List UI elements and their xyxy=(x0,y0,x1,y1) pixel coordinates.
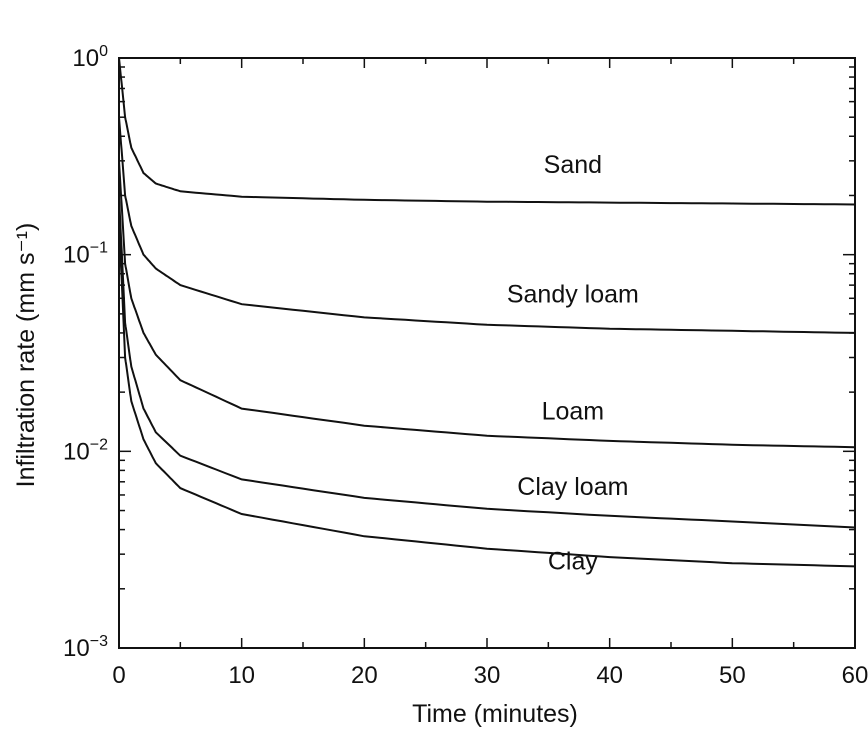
y-tick-label: 10−2 xyxy=(63,436,108,465)
plot-frame xyxy=(118,57,856,649)
series-line-sand xyxy=(118,57,856,206)
y-tick-label: 10−1 xyxy=(63,240,108,269)
axis-ticks xyxy=(118,57,856,649)
y-axis-title: Infiltration rate (mm s⁻¹) xyxy=(12,223,40,488)
x-tick-label: 0 xyxy=(112,662,125,689)
x-tick-label: 20 xyxy=(351,662,378,689)
x-tick-label: 60 xyxy=(842,662,868,689)
y-tick-label: 10−3 xyxy=(63,633,108,662)
series-label-clay-loam: Clay loam xyxy=(517,473,628,501)
series-labels: Sand Sandy loam Loam Clay loam Clay xyxy=(507,151,639,576)
series-line-clay-loam xyxy=(118,195,856,529)
tick-labels: 0 10 20 30 40 50 60 100 10−1 10−2 10−3 xyxy=(63,43,868,689)
x-tick-label: 40 xyxy=(596,662,623,689)
series-label-clay: Clay xyxy=(548,548,599,576)
series-line-clay xyxy=(118,219,856,568)
x-tick-label: 30 xyxy=(474,662,501,689)
series-label-sandy-loam: Sandy loam xyxy=(507,281,639,309)
series-line-sandy-loam xyxy=(118,117,856,334)
x-tick-label: 10 xyxy=(228,662,255,689)
series-label-sand: Sand xyxy=(544,151,602,179)
x-tick-label: 50 xyxy=(719,662,746,689)
curves xyxy=(118,57,856,568)
series-line-loam xyxy=(118,160,856,449)
y-tick-label: 100 xyxy=(72,43,108,72)
series-label-loam: Loam xyxy=(542,398,605,426)
x-axis-title: Time (minutes) xyxy=(412,700,578,728)
